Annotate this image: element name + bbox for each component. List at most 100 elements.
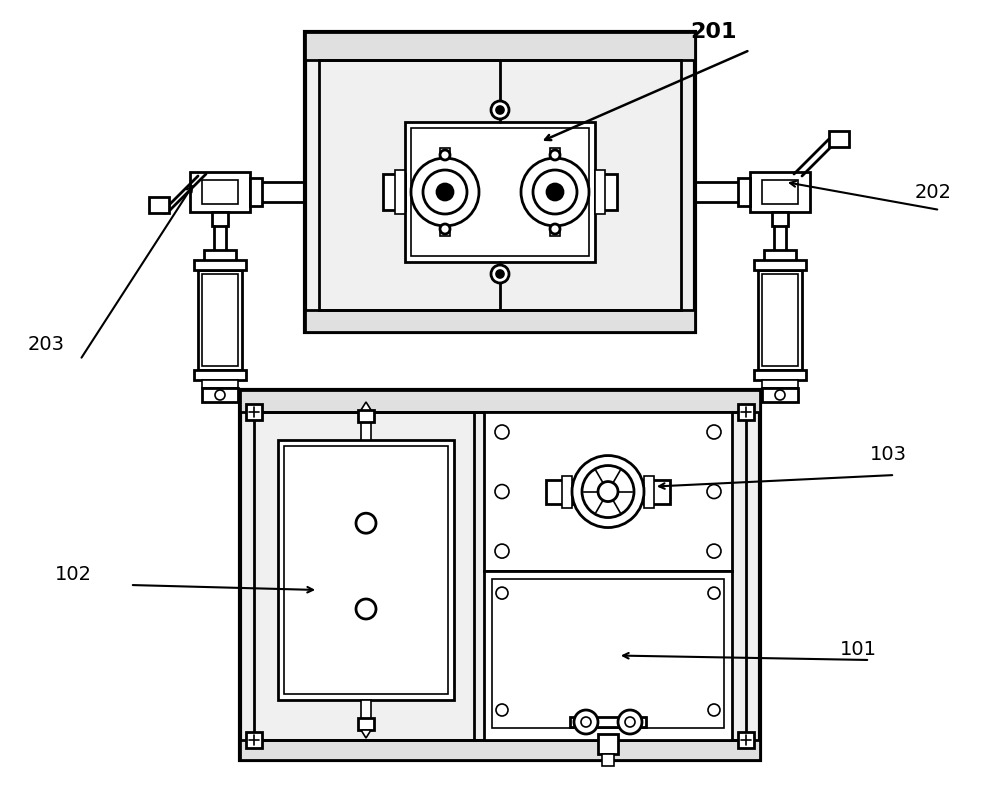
Bar: [440, 222, 450, 236]
Bar: [738, 178, 750, 206]
Circle shape: [495, 425, 509, 439]
Bar: [595, 174, 617, 210]
Bar: [738, 732, 754, 748]
Bar: [550, 148, 560, 162]
Bar: [440, 148, 450, 162]
Bar: [212, 212, 228, 226]
Bar: [395, 170, 405, 214]
Text: 103: 103: [870, 445, 907, 464]
Bar: [598, 734, 618, 754]
Bar: [738, 404, 754, 420]
Circle shape: [533, 170, 577, 214]
Circle shape: [215, 390, 225, 400]
Circle shape: [550, 150, 560, 160]
Circle shape: [491, 265, 509, 283]
Bar: [764, 250, 796, 262]
Bar: [644, 479, 670, 504]
Circle shape: [440, 150, 450, 160]
Bar: [758, 270, 802, 370]
Bar: [202, 388, 238, 402]
Bar: [602, 754, 614, 766]
Bar: [246, 404, 262, 420]
Bar: [284, 446, 448, 694]
Circle shape: [574, 710, 598, 734]
Bar: [484, 412, 732, 571]
Text: 101: 101: [840, 640, 877, 659]
Circle shape: [547, 184, 563, 200]
Circle shape: [708, 704, 720, 716]
Text: 203: 203: [28, 335, 65, 354]
Polygon shape: [361, 402, 371, 410]
Bar: [240, 740, 760, 760]
Bar: [240, 390, 760, 412]
Circle shape: [618, 710, 642, 734]
Bar: [762, 180, 798, 204]
Circle shape: [707, 485, 721, 498]
Bar: [411, 128, 589, 256]
Polygon shape: [361, 730, 371, 738]
Bar: [829, 131, 849, 147]
Bar: [762, 274, 798, 366]
Bar: [305, 32, 695, 60]
Bar: [570, 717, 646, 727]
Bar: [595, 170, 605, 214]
Bar: [358, 718, 374, 730]
Circle shape: [707, 544, 721, 558]
Bar: [254, 412, 746, 740]
Bar: [202, 180, 238, 204]
Circle shape: [496, 106, 504, 114]
Circle shape: [582, 466, 634, 517]
Bar: [562, 475, 572, 508]
Bar: [240, 390, 760, 760]
Circle shape: [411, 158, 479, 226]
Bar: [768, 262, 792, 270]
Bar: [250, 178, 262, 206]
Bar: [750, 172, 810, 212]
Bar: [492, 579, 724, 728]
Circle shape: [437, 184, 453, 200]
Text: 201: 201: [690, 22, 736, 42]
Circle shape: [496, 587, 508, 599]
Bar: [484, 571, 732, 740]
Circle shape: [356, 599, 376, 619]
Bar: [190, 172, 250, 212]
Bar: [550, 222, 560, 236]
Circle shape: [423, 170, 467, 214]
Bar: [361, 420, 371, 440]
Bar: [194, 260, 246, 270]
Bar: [644, 475, 654, 508]
Bar: [204, 250, 236, 262]
Bar: [405, 122, 595, 262]
Circle shape: [625, 717, 635, 727]
Bar: [208, 262, 232, 270]
Circle shape: [496, 270, 504, 278]
Circle shape: [581, 717, 591, 727]
Text: 202: 202: [915, 183, 952, 202]
Bar: [149, 197, 169, 213]
Bar: [754, 370, 806, 380]
Bar: [194, 370, 246, 380]
Bar: [305, 32, 695, 332]
Bar: [246, 732, 262, 748]
Circle shape: [521, 158, 589, 226]
Circle shape: [775, 390, 785, 400]
Bar: [202, 274, 238, 366]
Bar: [198, 270, 242, 370]
Bar: [278, 440, 454, 700]
Bar: [319, 60, 681, 310]
Circle shape: [550, 224, 560, 234]
Bar: [772, 212, 788, 226]
Circle shape: [356, 513, 376, 533]
Text: 102: 102: [55, 565, 92, 584]
Circle shape: [440, 224, 450, 234]
Bar: [361, 700, 371, 720]
Circle shape: [495, 485, 509, 498]
Bar: [754, 260, 806, 270]
Bar: [358, 410, 374, 422]
Circle shape: [495, 544, 509, 558]
Circle shape: [496, 704, 508, 716]
Bar: [305, 310, 695, 332]
Bar: [546, 479, 572, 504]
Bar: [762, 380, 798, 388]
Bar: [202, 380, 238, 388]
